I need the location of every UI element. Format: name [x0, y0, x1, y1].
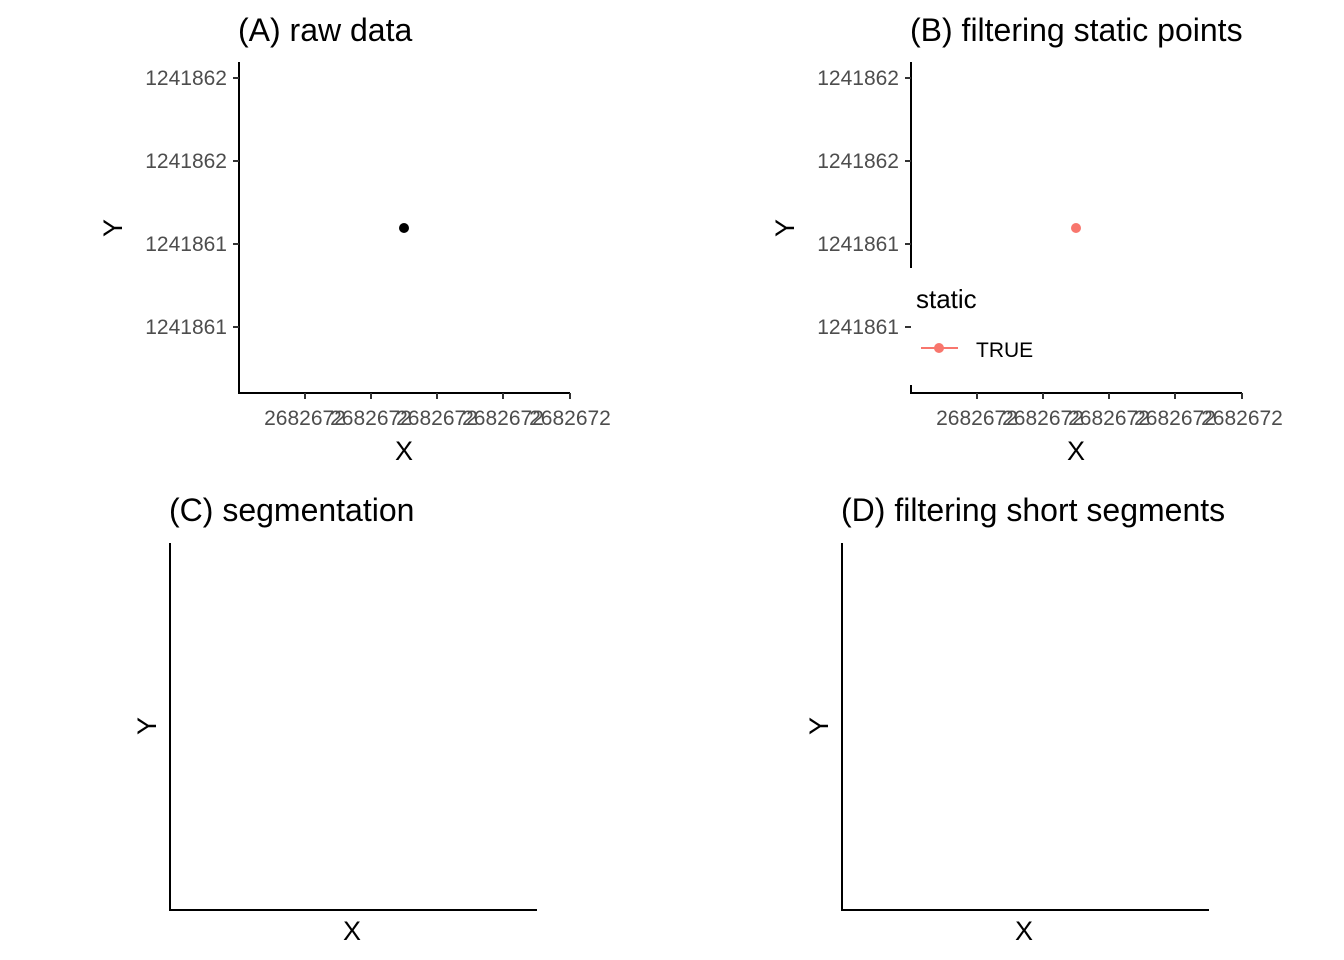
- panel-d: (D) filtering short segments X Y: [804, 492, 1225, 946]
- panel-b: (B) filtering static points 124186212418…: [770, 12, 1283, 466]
- panel-a-x-tick-label: 2682672: [529, 407, 611, 430]
- panel-b-x-tick-label: 2682672: [936, 407, 1018, 430]
- panel-a-data-point: [399, 223, 409, 233]
- panel-a-y-tick-label: 1241861: [145, 316, 227, 339]
- panel-a-x-tick-label: 2682672: [396, 407, 478, 430]
- panel-a-x-axis-label: X: [395, 436, 413, 466]
- panel-b-data-point: [1071, 223, 1081, 233]
- panel-b-x-axis-label: X: [1067, 436, 1085, 466]
- panel-a-x-tick-label: 2682672: [462, 407, 544, 430]
- panel-c-x-axis-label: X: [343, 916, 361, 946]
- panel-a-y-ticks: 1241862 1241862 1241861 1241861: [145, 67, 239, 339]
- panel-b-x-tick-label: 2682672: [1201, 407, 1283, 430]
- panel-d-title: (D) filtering short segments: [841, 492, 1225, 528]
- panel-c: (C) segmentation X Y: [132, 492, 537, 946]
- panel-a-y-tick-label: 1241862: [145, 150, 227, 173]
- panel-a-y-axis-label: Y: [98, 219, 128, 237]
- panel-b-y-tick-label: 1241861: [817, 233, 899, 256]
- panel-d-x-axis-label: X: [1015, 916, 1033, 946]
- panel-b-x-tick-label: 2682672: [1134, 407, 1216, 430]
- panel-a: (A) raw data 124186212418621241861124186…: [98, 12, 611, 466]
- legend-key-point: [934, 343, 944, 353]
- panel-b-legend: static TRUE: [916, 284, 1033, 362]
- panel-b-y-tick-label: 1241861: [817, 316, 899, 339]
- panel-b-points: [1071, 223, 1081, 233]
- legend-title: static: [916, 284, 977, 314]
- panel-c-title: (C) segmentation: [169, 492, 414, 528]
- panel-a-x-tick-label: 2682672: [330, 407, 412, 430]
- panel-b-x-tick-label: 2682672: [1002, 407, 1084, 430]
- panel-c-y-axis-label: Y: [132, 717, 162, 735]
- legend-entry-true: TRUE: [976, 339, 1033, 362]
- panel-a-title: (A) raw data: [238, 12, 412, 48]
- panel-a-y-tick-label: 1241861: [145, 233, 227, 256]
- panel-a-y-tick-label: 1241862: [145, 67, 227, 90]
- panel-a-x-tick-label: 2682672: [264, 407, 346, 430]
- panel-b-y-tick-label: 1241862: [817, 150, 899, 173]
- panel-a-points: [399, 223, 409, 233]
- panel-b-y-axis-label: Y: [770, 219, 800, 237]
- panel-b-title: (B) filtering static points: [910, 12, 1243, 48]
- panel-d-y-axis-label: Y: [804, 717, 834, 735]
- panel-b-y-tick-label: 1241862: [817, 67, 899, 90]
- panel-b-x-tick-label: 2682672: [1068, 407, 1150, 430]
- panel-b-y-ticks: 1241862 1241862 1241861 1241861: [817, 67, 911, 339]
